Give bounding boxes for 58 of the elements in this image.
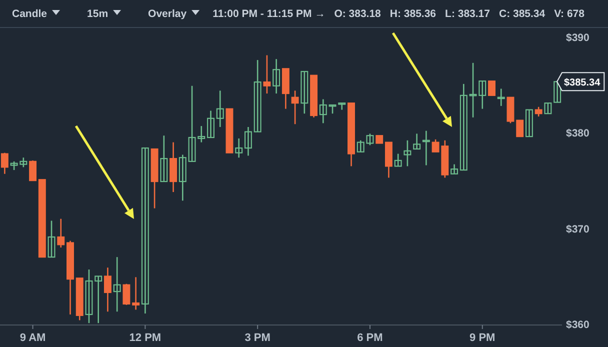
candlestick xyxy=(404,140,412,167)
candlestick xyxy=(29,160,37,182)
candlestick xyxy=(291,90,299,125)
y-tick-label: $390 xyxy=(566,32,590,44)
candlestick xyxy=(244,126,252,156)
x-tick-label: 3 PM xyxy=(244,332,270,344)
candlestick xyxy=(263,54,271,94)
x-tick-label: 6 PM xyxy=(357,332,383,344)
text: L: 383.17 xyxy=(445,8,490,20)
candlestick xyxy=(170,142,178,193)
candlestick xyxy=(132,276,140,310)
candlestick xyxy=(525,109,533,138)
candlestick xyxy=(488,80,496,96)
text: Overlay xyxy=(148,8,187,20)
candlestick xyxy=(122,283,130,306)
candlestick xyxy=(497,88,505,107)
candlestick xyxy=(319,98,327,124)
candlestick xyxy=(0,152,8,175)
candlestick xyxy=(506,96,514,124)
candlestick xyxy=(207,110,214,138)
candlestick xyxy=(422,130,430,166)
candlestick xyxy=(544,102,552,114)
candlestick xyxy=(254,59,262,132)
y-tick-label: $370 xyxy=(566,223,590,236)
text: V: 678 xyxy=(554,8,585,20)
candlestick xyxy=(384,142,392,178)
text: 15m xyxy=(87,8,108,20)
candlestick xyxy=(113,256,121,312)
text: $385.34 xyxy=(564,78,601,89)
candlestick xyxy=(394,153,402,167)
text: 11:00 PM - 11:15 PM → xyxy=(212,8,326,20)
candlestick xyxy=(413,133,421,150)
candlestick xyxy=(216,90,224,128)
candlestick xyxy=(94,276,102,324)
candlestick xyxy=(450,164,458,175)
candlestick xyxy=(235,138,243,158)
text: H: 385.36 xyxy=(390,8,436,20)
x-tick-label: 9 PM xyxy=(470,332,496,344)
x-tick-label: 9 AM xyxy=(20,332,46,344)
candlestick xyxy=(178,154,186,202)
candlestick xyxy=(104,266,112,312)
candlestick xyxy=(160,134,168,182)
candlestick xyxy=(460,83,468,171)
candlestick xyxy=(272,58,280,94)
candlestick xyxy=(48,220,56,258)
y-tick-label: $380 xyxy=(566,128,590,140)
candlestick xyxy=(300,70,308,114)
candlestick xyxy=(554,80,562,104)
candlestick xyxy=(85,268,93,324)
text: C: 385.34 xyxy=(498,8,546,20)
candlestick xyxy=(516,120,524,138)
x-tick-label: 12 PM xyxy=(129,332,162,344)
y-tick-label: $360 xyxy=(566,319,590,332)
text: Candle xyxy=(12,8,48,20)
candlestick xyxy=(57,218,65,248)
candlestick xyxy=(534,106,542,118)
candlestick xyxy=(141,147,149,314)
text: O: 383.18 xyxy=(334,8,382,20)
